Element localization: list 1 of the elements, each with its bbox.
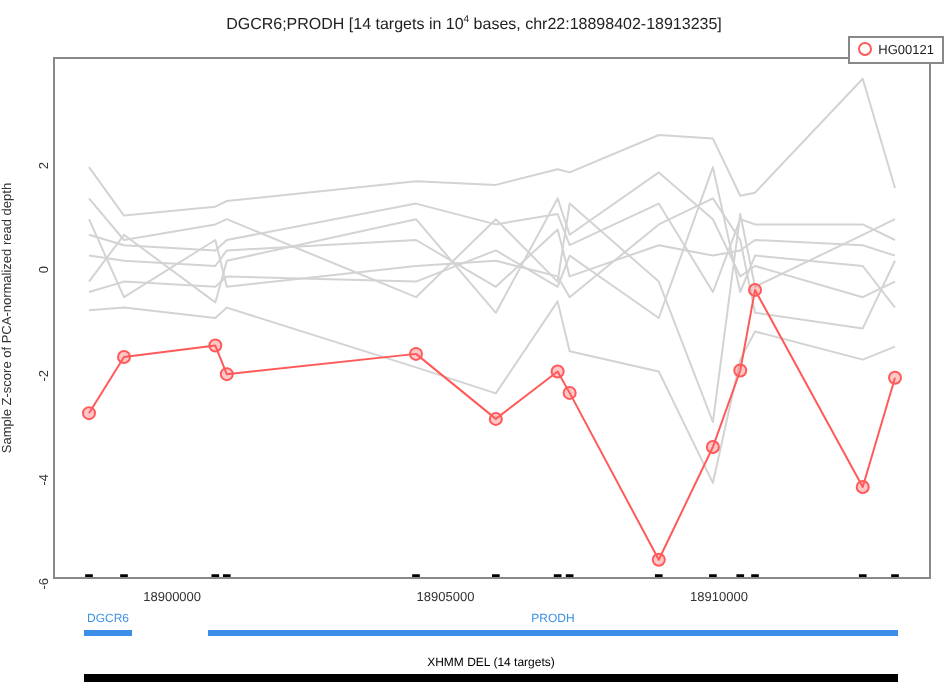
chart-title: DGCR6;PRODH [14 targets in 10$^{4}$ bases, chr22:18898402-18913235] xyxy=(224,14,724,34)
